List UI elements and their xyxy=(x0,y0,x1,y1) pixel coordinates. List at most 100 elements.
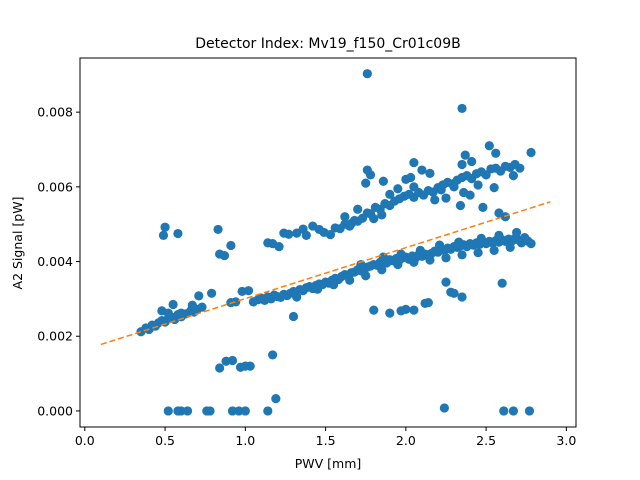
data-point xyxy=(476,233,486,243)
x-tick-label: 2.0 xyxy=(396,433,416,448)
y-tick-label: 0.002 xyxy=(37,329,73,344)
data-point xyxy=(401,304,411,314)
data-point xyxy=(505,242,515,252)
data-point xyxy=(396,249,406,259)
data-point xyxy=(449,182,459,192)
x-tick-label: 1.5 xyxy=(316,433,336,448)
data-point xyxy=(207,288,217,298)
data-point xyxy=(467,156,477,167)
data-point xyxy=(340,212,350,222)
data-point xyxy=(271,394,281,404)
x-tick-label: 0.5 xyxy=(155,433,175,448)
data-point xyxy=(197,302,207,312)
data-point xyxy=(369,305,379,315)
data-point xyxy=(345,275,355,285)
data-point xyxy=(163,308,173,318)
data-point xyxy=(231,297,241,307)
data-point xyxy=(455,200,466,211)
scatter-series xyxy=(136,69,536,416)
plot-frame xyxy=(79,57,577,428)
data-point xyxy=(362,165,372,175)
y-tick-label: 0.006 xyxy=(37,179,73,194)
fit-line xyxy=(100,201,551,346)
data-point xyxy=(454,237,464,247)
data-point xyxy=(512,227,522,238)
data-point xyxy=(393,184,403,194)
y-tick-label: 0.004 xyxy=(37,254,73,269)
data-point xyxy=(436,185,446,195)
x-tick-label: 2.5 xyxy=(476,433,496,448)
data-point xyxy=(491,148,501,158)
data-point xyxy=(215,363,225,373)
data-point xyxy=(227,406,238,416)
data-point xyxy=(497,278,507,288)
data-point xyxy=(409,182,419,192)
data-point xyxy=(176,308,186,318)
data-point xyxy=(526,147,536,158)
data-point xyxy=(213,224,223,235)
data-point xyxy=(245,361,255,371)
data-point xyxy=(406,172,416,183)
data-point xyxy=(227,355,238,366)
data-point xyxy=(473,180,483,190)
data-point xyxy=(346,218,356,229)
data-point xyxy=(441,193,451,203)
data-point xyxy=(219,250,230,261)
data-point xyxy=(425,168,435,179)
data-point xyxy=(508,171,518,181)
data-point xyxy=(329,280,339,290)
data-point xyxy=(473,247,483,258)
data-point xyxy=(449,288,459,298)
data-point xyxy=(457,103,467,114)
chart-title: Detector Index: Mv19_f150_Cr01c09B xyxy=(195,36,460,52)
data-point xyxy=(499,406,509,416)
x-axis: 0.0 0.5 1.0 1.5 2.0 2.5 3.0 xyxy=(75,427,576,448)
data-point xyxy=(160,222,170,232)
data-point xyxy=(478,202,488,212)
data-point xyxy=(168,299,178,310)
y-tick-label: 0.008 xyxy=(37,105,73,120)
data-point xyxy=(489,245,499,255)
data-point xyxy=(415,245,425,255)
data-point xyxy=(263,406,273,416)
data-point xyxy=(284,229,294,239)
y-tick-label: 0.000 xyxy=(37,403,73,418)
data-point xyxy=(163,406,173,416)
data-point xyxy=(430,195,440,205)
data-point xyxy=(205,406,215,416)
data-point xyxy=(194,291,204,301)
x-tick-label: 3.0 xyxy=(556,433,576,448)
data-point xyxy=(409,305,419,315)
data-point xyxy=(460,150,470,160)
data-point xyxy=(361,271,371,281)
data-point xyxy=(234,406,244,416)
data-point xyxy=(274,242,284,252)
data-point xyxy=(457,159,467,170)
data-point xyxy=(526,239,536,249)
data-point xyxy=(409,257,419,267)
data-point xyxy=(441,277,451,287)
data-point xyxy=(176,406,186,416)
data-point xyxy=(362,69,372,79)
x-axis-label: PWV [mm] xyxy=(295,456,362,471)
x-tick-label: 0.0 xyxy=(75,433,95,448)
data-point xyxy=(292,292,302,302)
data-point xyxy=(377,210,387,220)
x-tick-label: 1.0 xyxy=(235,433,255,448)
data-point xyxy=(515,163,525,173)
fit-line-series xyxy=(100,201,551,346)
data-point xyxy=(425,255,435,265)
data-point xyxy=(494,230,504,240)
data-point xyxy=(377,265,387,275)
data-point xyxy=(409,157,419,168)
y-axis-label: A2 Signal [pW] xyxy=(10,197,25,290)
data-point xyxy=(484,141,494,151)
data-point xyxy=(369,214,379,224)
data-point xyxy=(457,250,467,260)
y-axis: 0.000 0.002 0.004 0.006 0.008 xyxy=(37,105,80,418)
data-point xyxy=(508,406,518,416)
data-point xyxy=(243,286,254,296)
data-point xyxy=(385,189,395,199)
